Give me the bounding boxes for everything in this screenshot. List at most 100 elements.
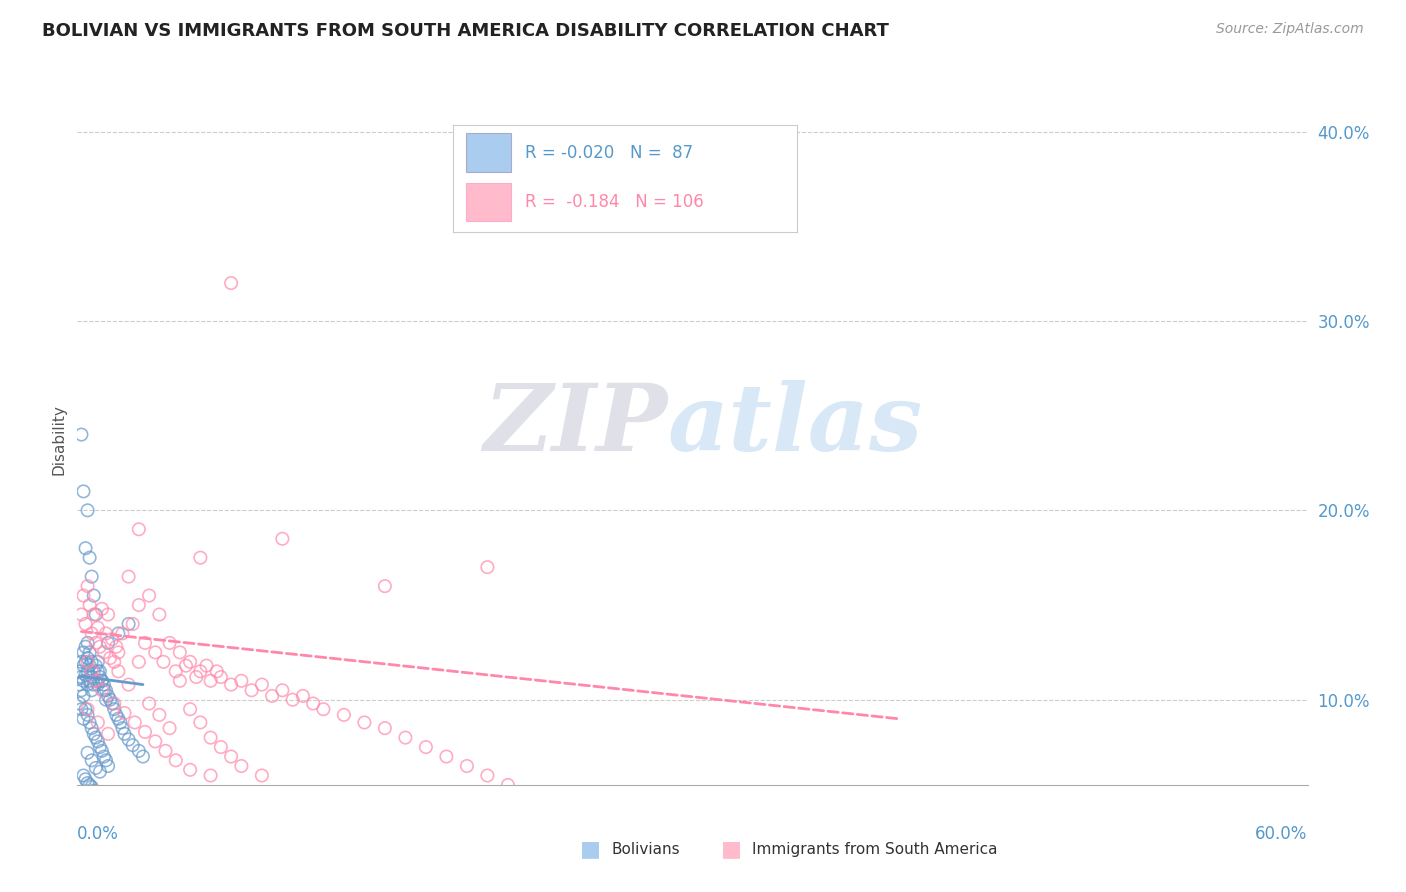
Point — [101, 632, 124, 647]
Point — [75, 640, 97, 654]
Point — [83, 783, 105, 797]
Text: atlas: atlas — [668, 381, 924, 470]
Text: ZIP: ZIP — [484, 381, 668, 470]
Point — [281, 692, 304, 706]
Point — [97, 689, 120, 703]
Point — [117, 617, 139, 632]
Point — [80, 721, 103, 735]
Point — [93, 677, 115, 691]
Point — [271, 532, 294, 546]
Point — [111, 721, 134, 735]
Point — [155, 744, 177, 758]
Point — [94, 626, 117, 640]
Point — [103, 655, 125, 669]
Point — [640, 844, 662, 858]
Point — [80, 683, 103, 698]
Text: 60.0%: 60.0% — [1256, 825, 1308, 843]
Point — [80, 780, 103, 794]
Point — [72, 658, 94, 673]
Point — [240, 683, 263, 698]
Point — [152, 655, 174, 669]
Point — [98, 651, 121, 665]
Point — [80, 670, 103, 684]
Point — [76, 651, 98, 665]
Point — [76, 655, 98, 669]
Point — [72, 484, 94, 499]
Point — [79, 550, 101, 565]
Point — [89, 740, 111, 755]
Point — [219, 677, 242, 691]
Point — [93, 645, 115, 659]
Point — [94, 692, 117, 706]
Point — [195, 658, 218, 673]
Point — [219, 749, 242, 764]
Point — [143, 734, 166, 748]
Point — [70, 670, 93, 684]
Point — [70, 655, 93, 669]
Point — [94, 683, 117, 698]
Text: Bolivians: Bolivians — [612, 842, 681, 856]
Point — [579, 815, 602, 830]
Point — [72, 673, 94, 688]
Point — [84, 788, 107, 802]
Point — [374, 579, 396, 593]
Point — [89, 640, 111, 654]
Text: R =  -0.184   N = 106: R = -0.184 N = 106 — [524, 193, 703, 211]
Point — [87, 655, 110, 669]
Point — [84, 673, 107, 688]
Point — [200, 731, 222, 745]
Point — [165, 753, 187, 767]
Point — [67, 665, 90, 679]
Point — [205, 665, 228, 679]
Point — [845, 871, 868, 885]
Point — [79, 715, 101, 730]
Text: Immigrants from South America: Immigrants from South America — [752, 842, 998, 856]
Point — [886, 872, 908, 887]
Point — [97, 759, 120, 773]
Point — [209, 670, 232, 684]
Point — [312, 702, 335, 716]
Text: Source: ZipAtlas.com: Source: ZipAtlas.com — [1216, 22, 1364, 37]
Point — [179, 655, 201, 669]
Text: 0.0%: 0.0% — [77, 825, 120, 843]
Point — [783, 867, 806, 881]
Point — [231, 759, 253, 773]
Point — [128, 522, 150, 536]
Point — [124, 715, 146, 730]
Point — [477, 560, 499, 574]
Point — [231, 673, 253, 688]
Point — [80, 569, 103, 583]
Point — [128, 744, 150, 758]
Point — [105, 707, 128, 722]
Point — [111, 626, 134, 640]
Point — [179, 763, 201, 777]
Point — [72, 589, 94, 603]
Point — [186, 670, 208, 684]
Point — [98, 692, 121, 706]
Point — [84, 658, 107, 673]
Point — [76, 636, 98, 650]
Point — [188, 665, 212, 679]
Point — [72, 645, 94, 659]
Point — [79, 598, 101, 612]
Point — [67, 697, 90, 711]
Point — [477, 768, 499, 782]
Point — [271, 683, 294, 698]
Point — [79, 673, 101, 688]
Point — [353, 715, 375, 730]
Point — [394, 731, 416, 745]
Point — [80, 655, 103, 669]
Point — [79, 778, 101, 792]
Point — [188, 550, 212, 565]
Point — [188, 715, 212, 730]
Point — [159, 636, 181, 650]
Text: ■: ■ — [581, 839, 600, 859]
Point — [415, 740, 437, 755]
Point — [101, 697, 124, 711]
Point — [599, 825, 621, 839]
Point — [93, 683, 115, 698]
Point — [76, 707, 98, 722]
Point — [72, 768, 94, 782]
Point — [90, 602, 114, 616]
Point — [117, 677, 139, 691]
